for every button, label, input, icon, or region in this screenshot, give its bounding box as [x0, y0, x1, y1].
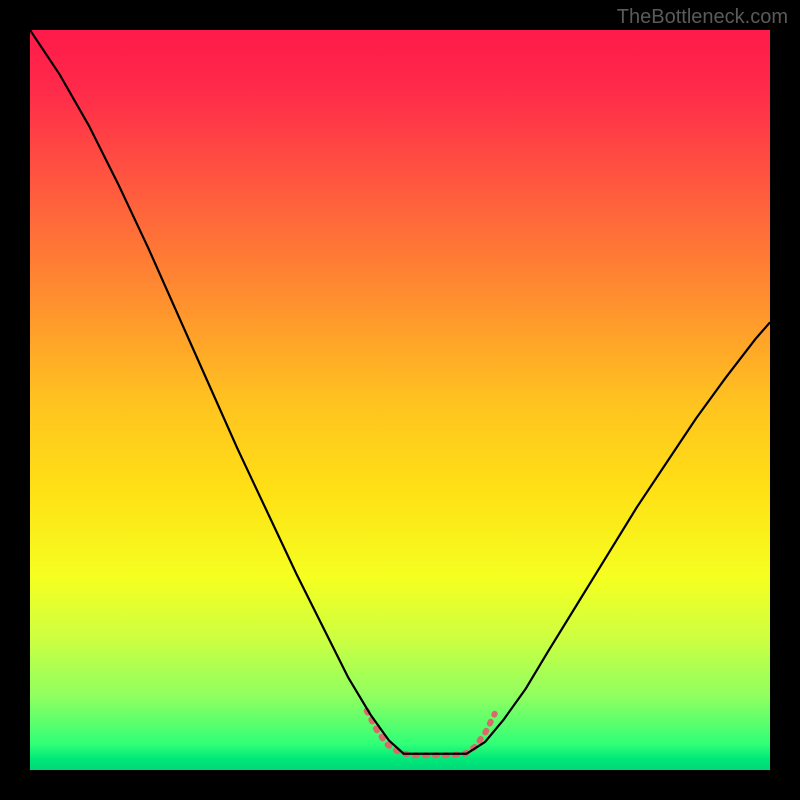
plot-area	[30, 30, 770, 770]
curve-layer	[30, 30, 770, 770]
watermark-text: TheBottleneck.com	[617, 6, 788, 29]
bottleneck-curve	[30, 30, 770, 754]
